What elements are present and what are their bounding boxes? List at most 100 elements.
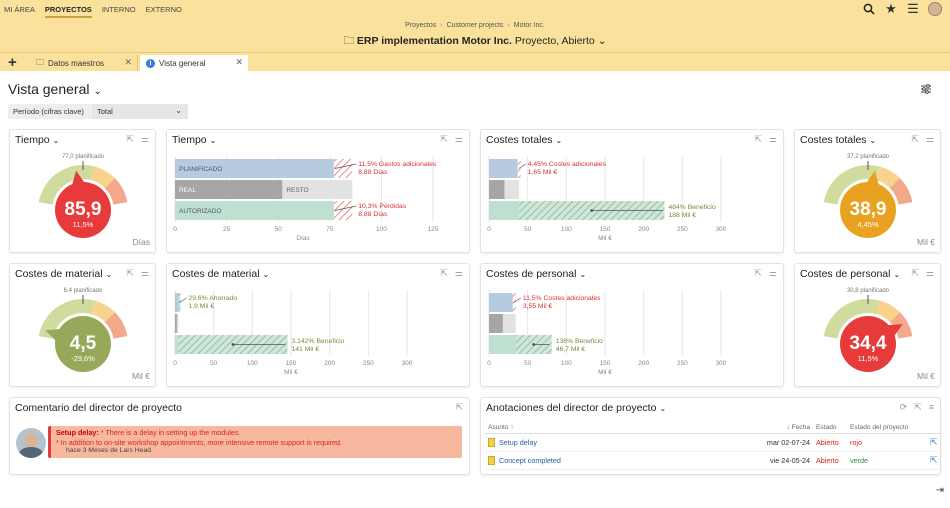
axis-label: Días	[296, 235, 310, 242]
card-title[interactable]: Costes de material ⌄	[15, 268, 113, 280]
external-link-icon[interactable]: ⇱	[126, 268, 134, 278]
tick-label: 200	[324, 360, 335, 367]
settings-sliders-icon[interactable]: ⚌	[925, 134, 934, 144]
settings-sliders-icon[interactable]: ≡	[928, 402, 934, 412]
external-link-icon[interactable]: ⇱	[126, 134, 134, 144]
settings-sliders-icon[interactable]: ⚌	[140, 268, 149, 278]
card-title[interactable]: Costes de personal ⌄	[800, 268, 901, 280]
subject-link[interactable]: Setup delay	[499, 437, 537, 447]
settings-sliders-icon[interactable]: ⚌	[925, 268, 934, 278]
gauge-chart: 38,94,45% 37,2 planificado Mil €	[823, 154, 935, 247]
annotation-label: 8,88 Días	[358, 169, 388, 176]
logout-icon[interactable]: ⇥	[935, 485, 944, 496]
tick-label: 100	[561, 226, 572, 233]
table-row[interactable]: Setup delay mar 02-07-24 Abierto rojo ⇱	[485, 433, 941, 452]
annotation-dot	[532, 343, 536, 346]
gauge-band	[90, 166, 115, 189]
user-avatar[interactable]	[928, 2, 942, 16]
nav-interno[interactable]: INTERNO	[101, 5, 136, 14]
external-link-icon[interactable]: ⇱	[911, 268, 919, 278]
search-icon[interactable]	[862, 2, 876, 16]
annotation-dot	[231, 343, 235, 346]
gauge-percent: -29,6%	[71, 354, 95, 363]
gauge-planned: 30,8 planificado	[847, 288, 890, 294]
settings-sliders-icon[interactable]: ⚌	[768, 134, 777, 144]
nav-mi-area[interactable]: MI ÁREA	[4, 5, 35, 14]
bar-planned	[489, 159, 518, 178]
external-link-icon[interactable]: ⇱	[754, 134, 762, 144]
open-icon[interactable]: ⇱	[927, 451, 941, 470]
gauge-band	[875, 300, 900, 323]
close-icon[interactable]: ✕	[235, 57, 243, 67]
gauge-unit: Mil €	[917, 237, 935, 247]
breadcrumb-item[interactable]: Motor Inc.	[513, 22, 545, 29]
gauge-planned: 6,4 planificado	[64, 288, 103, 294]
gauge-unit: Días	[133, 237, 150, 247]
gauge-percent: 11,5%	[858, 354, 879, 363]
chevron-down-icon: ⌄	[209, 136, 217, 145]
bar-real	[489, 180, 505, 199]
gauge-percent: 4,45%	[857, 220, 879, 229]
bar-planned	[489, 293, 513, 312]
settings-sliders-icon[interactable]: ⚌	[768, 268, 777, 278]
sort-desc-icon: ↓	[786, 424, 790, 431]
table-row[interactable]: Concept completed vie 24-05-24 Abierto v…	[485, 451, 941, 470]
settings-sliders-icon[interactable]	[920, 83, 932, 98]
external-link-icon[interactable]: ⇱	[440, 134, 448, 144]
bar-planned	[175, 293, 179, 312]
card-title[interactable]: Tiempo ⌄	[172, 134, 217, 146]
column-header-estado-proyecto[interactable]: Estado del proyecto	[847, 422, 927, 434]
tab-datos-maestros[interactable]: 🗀 Datos maestros ✕	[30, 55, 138, 72]
tab-vista-general[interactable]: i Vista general ✕	[140, 55, 248, 72]
tick-label: 50	[210, 360, 218, 367]
card-title[interactable]: Costes de personal ⌄	[486, 268, 587, 280]
card-title[interactable]: Tiempo ⌄	[15, 134, 60, 146]
add-tab-button[interactable]: +	[8, 54, 17, 71]
column-header-fecha[interactable]: ↓ Fecha	[757, 422, 813, 434]
tick-label: 300	[716, 226, 727, 233]
settings-sliders-icon[interactable]: ⚌	[140, 134, 149, 144]
card-title[interactable]: Costes de material ⌄	[172, 268, 270, 280]
breadcrumb-item[interactable]: Proyectos	[405, 22, 437, 29]
tick-label: 100	[247, 360, 258, 367]
bar-real	[489, 314, 503, 333]
nav-externo[interactable]: EXTERNO	[145, 5, 182, 14]
column-header-asunto[interactable]: Asunto ↑	[485, 422, 757, 434]
annotations-card-title[interactable]: Anotaciones del director de proyecto ⌄	[486, 402, 667, 414]
folder-icon: 🗀	[36, 57, 44, 67]
project-status-cell: rojo	[847, 433, 927, 452]
project-status: Proyecto, Abierto	[514, 35, 595, 47]
external-link-icon[interactable]: ⇱	[440, 268, 448, 278]
card-title[interactable]: Costes totales ⌄	[486, 134, 563, 146]
annotation-label: 141 Mil €	[292, 346, 320, 353]
menu-icon[interactable]: ☰	[907, 1, 919, 16]
bar-card-costes-personal: Costes de personal ⌄ ⇱ ⚌ 0 50 100 150 200 250 300 M…	[480, 263, 784, 387]
top-icons: ★ ☰	[862, 1, 942, 16]
external-link-icon[interactable]: ⇱	[914, 402, 922, 412]
settings-sliders-icon[interactable]: ⚌	[454, 134, 463, 144]
external-link-icon[interactable]: ⇱	[754, 268, 762, 278]
row-label: REAL	[179, 187, 196, 194]
page-title[interactable]: Vista general ⌄	[8, 81, 102, 97]
open-icon[interactable]: ⇱	[927, 433, 941, 452]
column-header-estado[interactable]: Estado	[813, 422, 847, 434]
project-title[interactable]: 🗀 ERP implementation Motor Inc. Proyecto…	[0, 33, 950, 51]
settings-sliders-icon[interactable]: ⚌	[454, 268, 463, 278]
chevron-down-icon: ⌄	[597, 35, 607, 47]
external-link-icon[interactable]: ⇱	[911, 134, 919, 144]
tick-label: 75	[326, 226, 334, 233]
subject-link[interactable]: Concept completed	[499, 455, 561, 465]
refresh-icon[interactable]: ⟳	[899, 402, 908, 412]
folder-icon: 🗀	[343, 35, 354, 47]
close-icon[interactable]: ✕	[124, 57, 132, 67]
note-icon	[488, 456, 495, 466]
gauge-band	[823, 165, 880, 205]
external-link-icon[interactable]: ⇱	[455, 402, 463, 412]
card-title[interactable]: Costes totales ⌄	[800, 134, 877, 146]
period-select[interactable]: Total ⌄	[92, 104, 188, 119]
nav-proyectos[interactable]: PROYECTOS	[44, 3, 92, 18]
bar-authorized	[489, 335, 516, 354]
star-icon[interactable]: ★	[885, 1, 897, 16]
gauge-card-tiempo: Tiempo ⌄ ⇱ ⚌ 85,9 11,5% 77,0 planificado Días	[9, 129, 156, 253]
breadcrumb-item[interactable]: Customer projects	[446, 22, 504, 29]
